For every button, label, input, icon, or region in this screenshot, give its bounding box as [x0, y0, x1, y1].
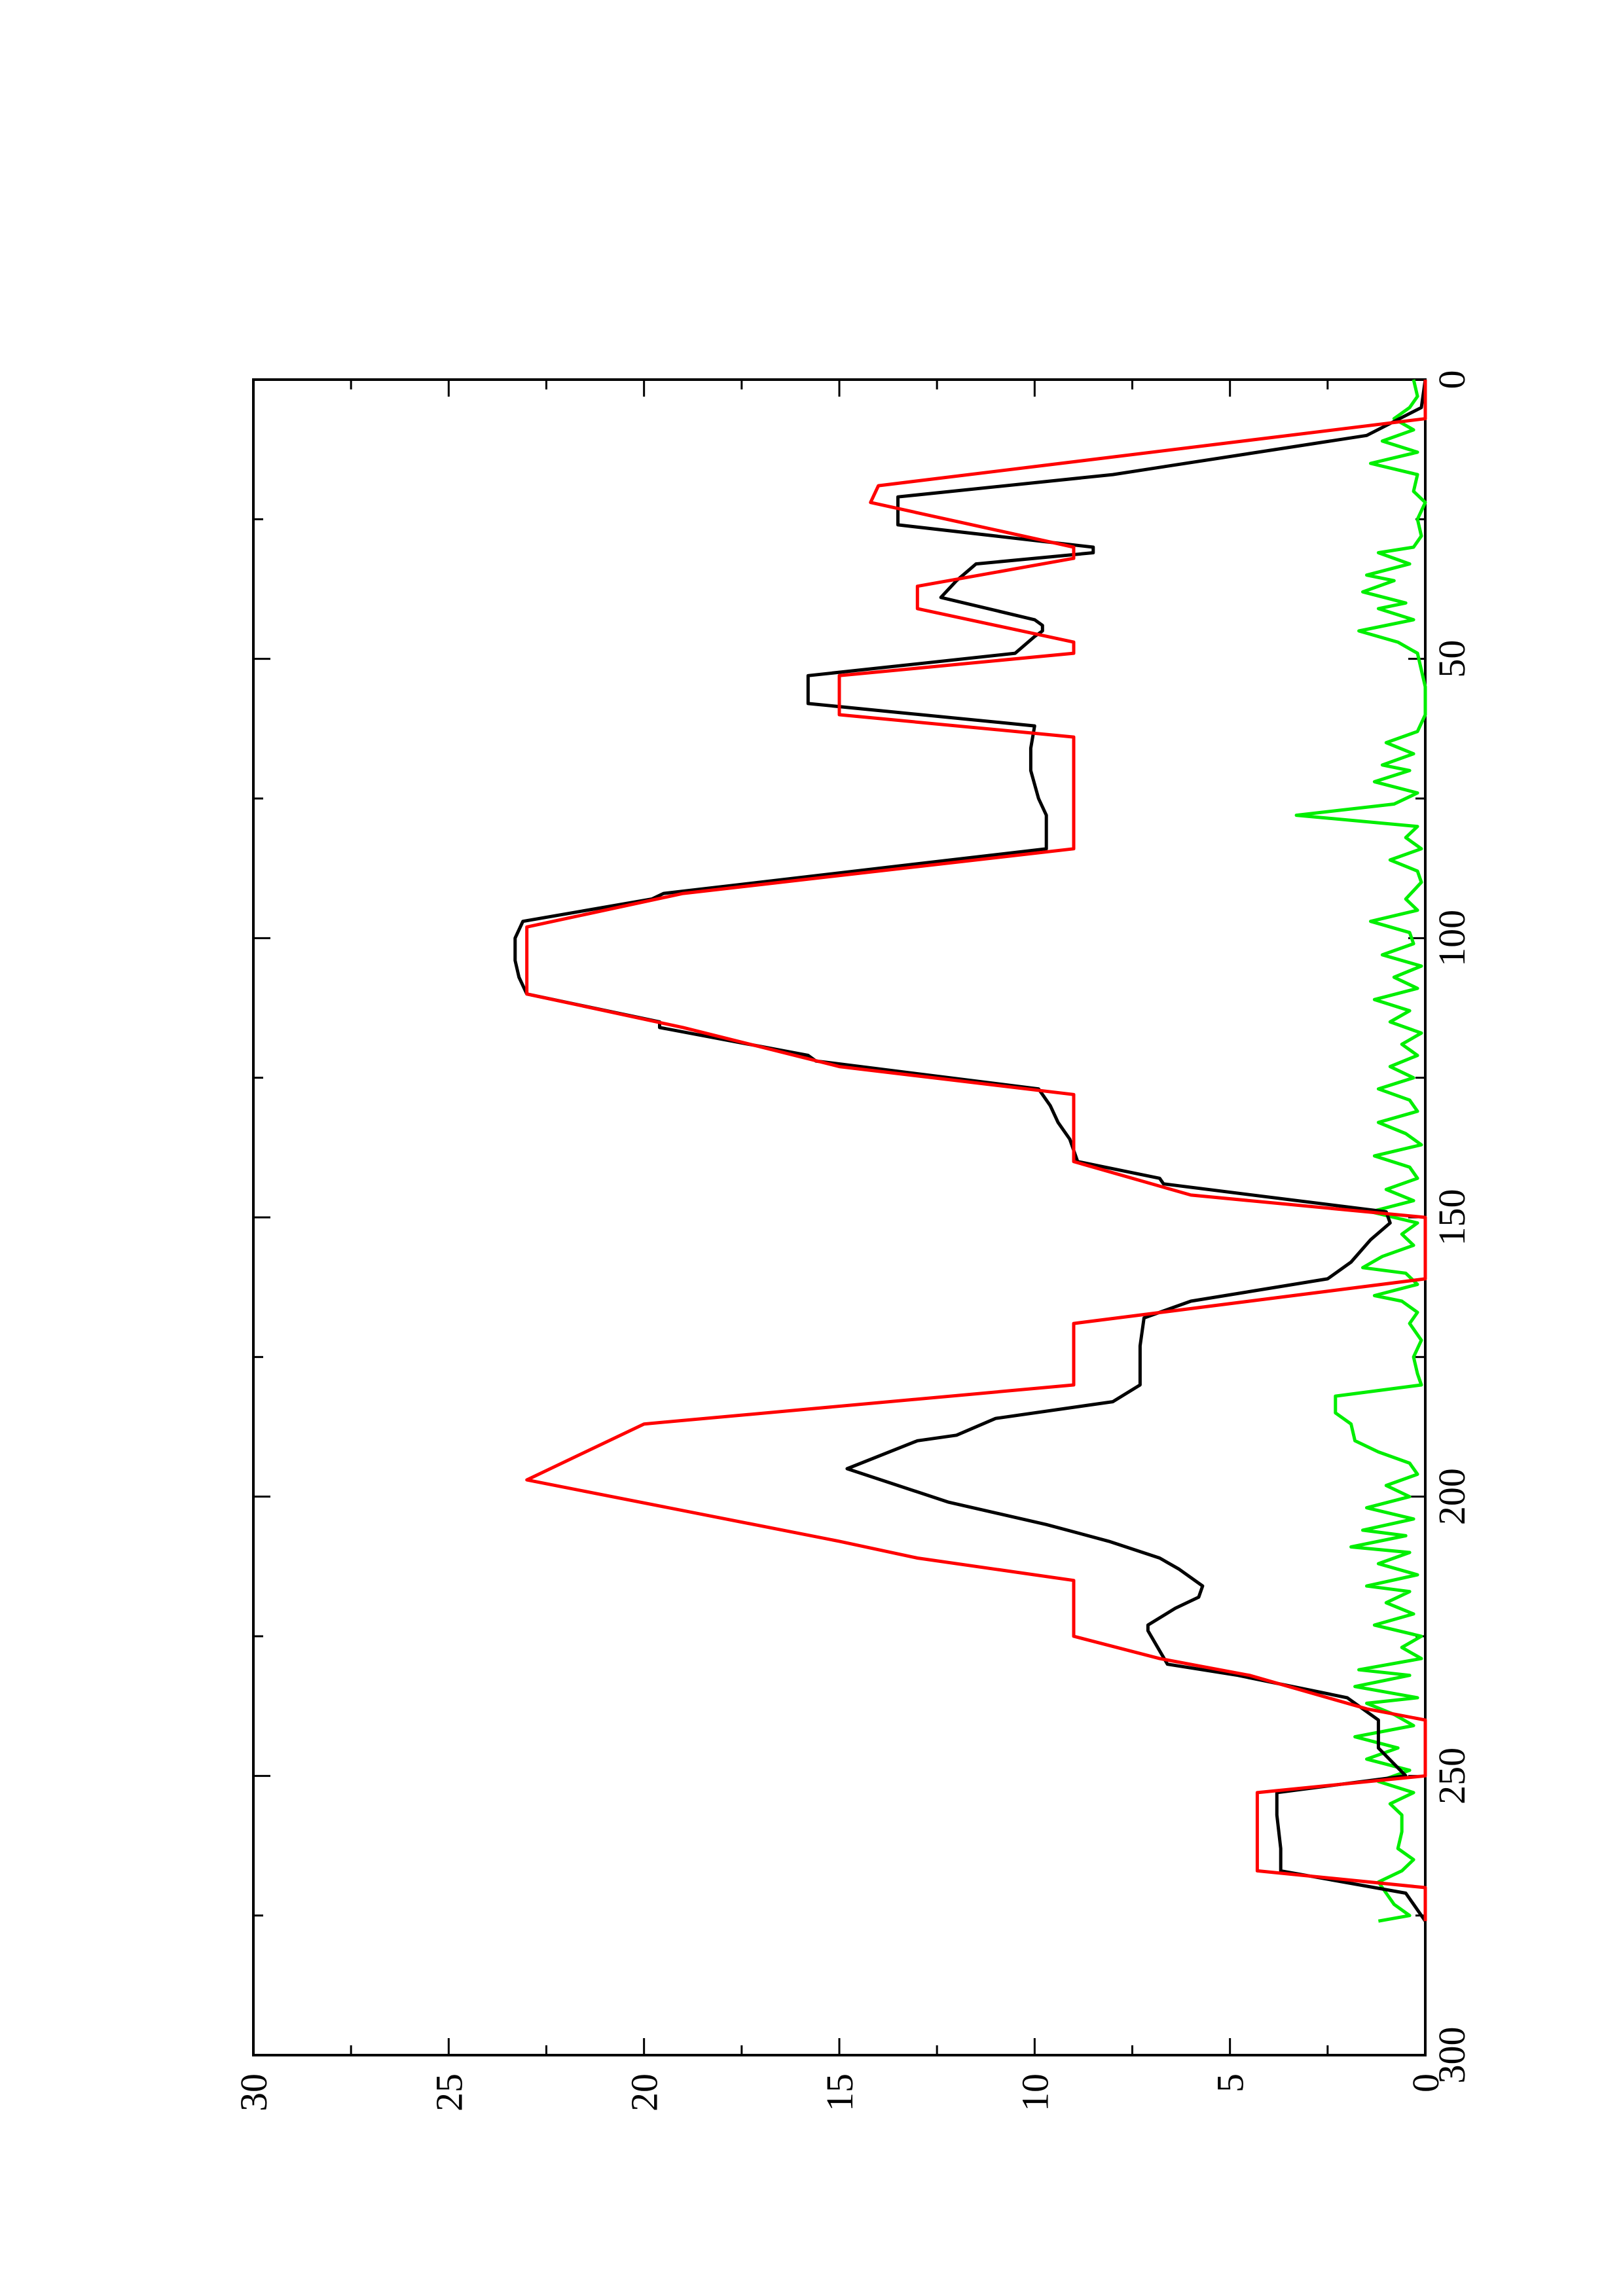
- series-layer: [513, 379, 1427, 1923]
- plot-frame: [252, 378, 1427, 2056]
- y-tick-label: 20: [623, 2073, 666, 2111]
- x-tick-label: 50: [1431, 640, 1473, 678]
- y-tick-label: 10: [1013, 2073, 1056, 2111]
- x-tick-label: 300: [1431, 2027, 1473, 2084]
- y-tick-label: 30: [232, 2073, 275, 2111]
- x-tick-label: 200: [1431, 1468, 1473, 1525]
- series-line-black: [513, 379, 1427, 1922]
- series-line-green: [1294, 379, 1427, 1923]
- ticks: [252, 378, 1427, 2056]
- x-tick-label: 250: [1431, 1748, 1473, 1804]
- series-line-red: [525, 380, 1427, 1922]
- y-tick-label: 15: [818, 2073, 861, 2111]
- y-tick-label: 0: [1404, 2073, 1447, 2092]
- x-tick-label: 150: [1431, 1189, 1473, 1246]
- y-tick-label: 25: [428, 2073, 470, 2111]
- x-tick-label: 100: [1431, 910, 1473, 967]
- y-tick-label: 5: [1209, 2073, 1252, 2092]
- x-tick-label: 0: [1431, 370, 1473, 389]
